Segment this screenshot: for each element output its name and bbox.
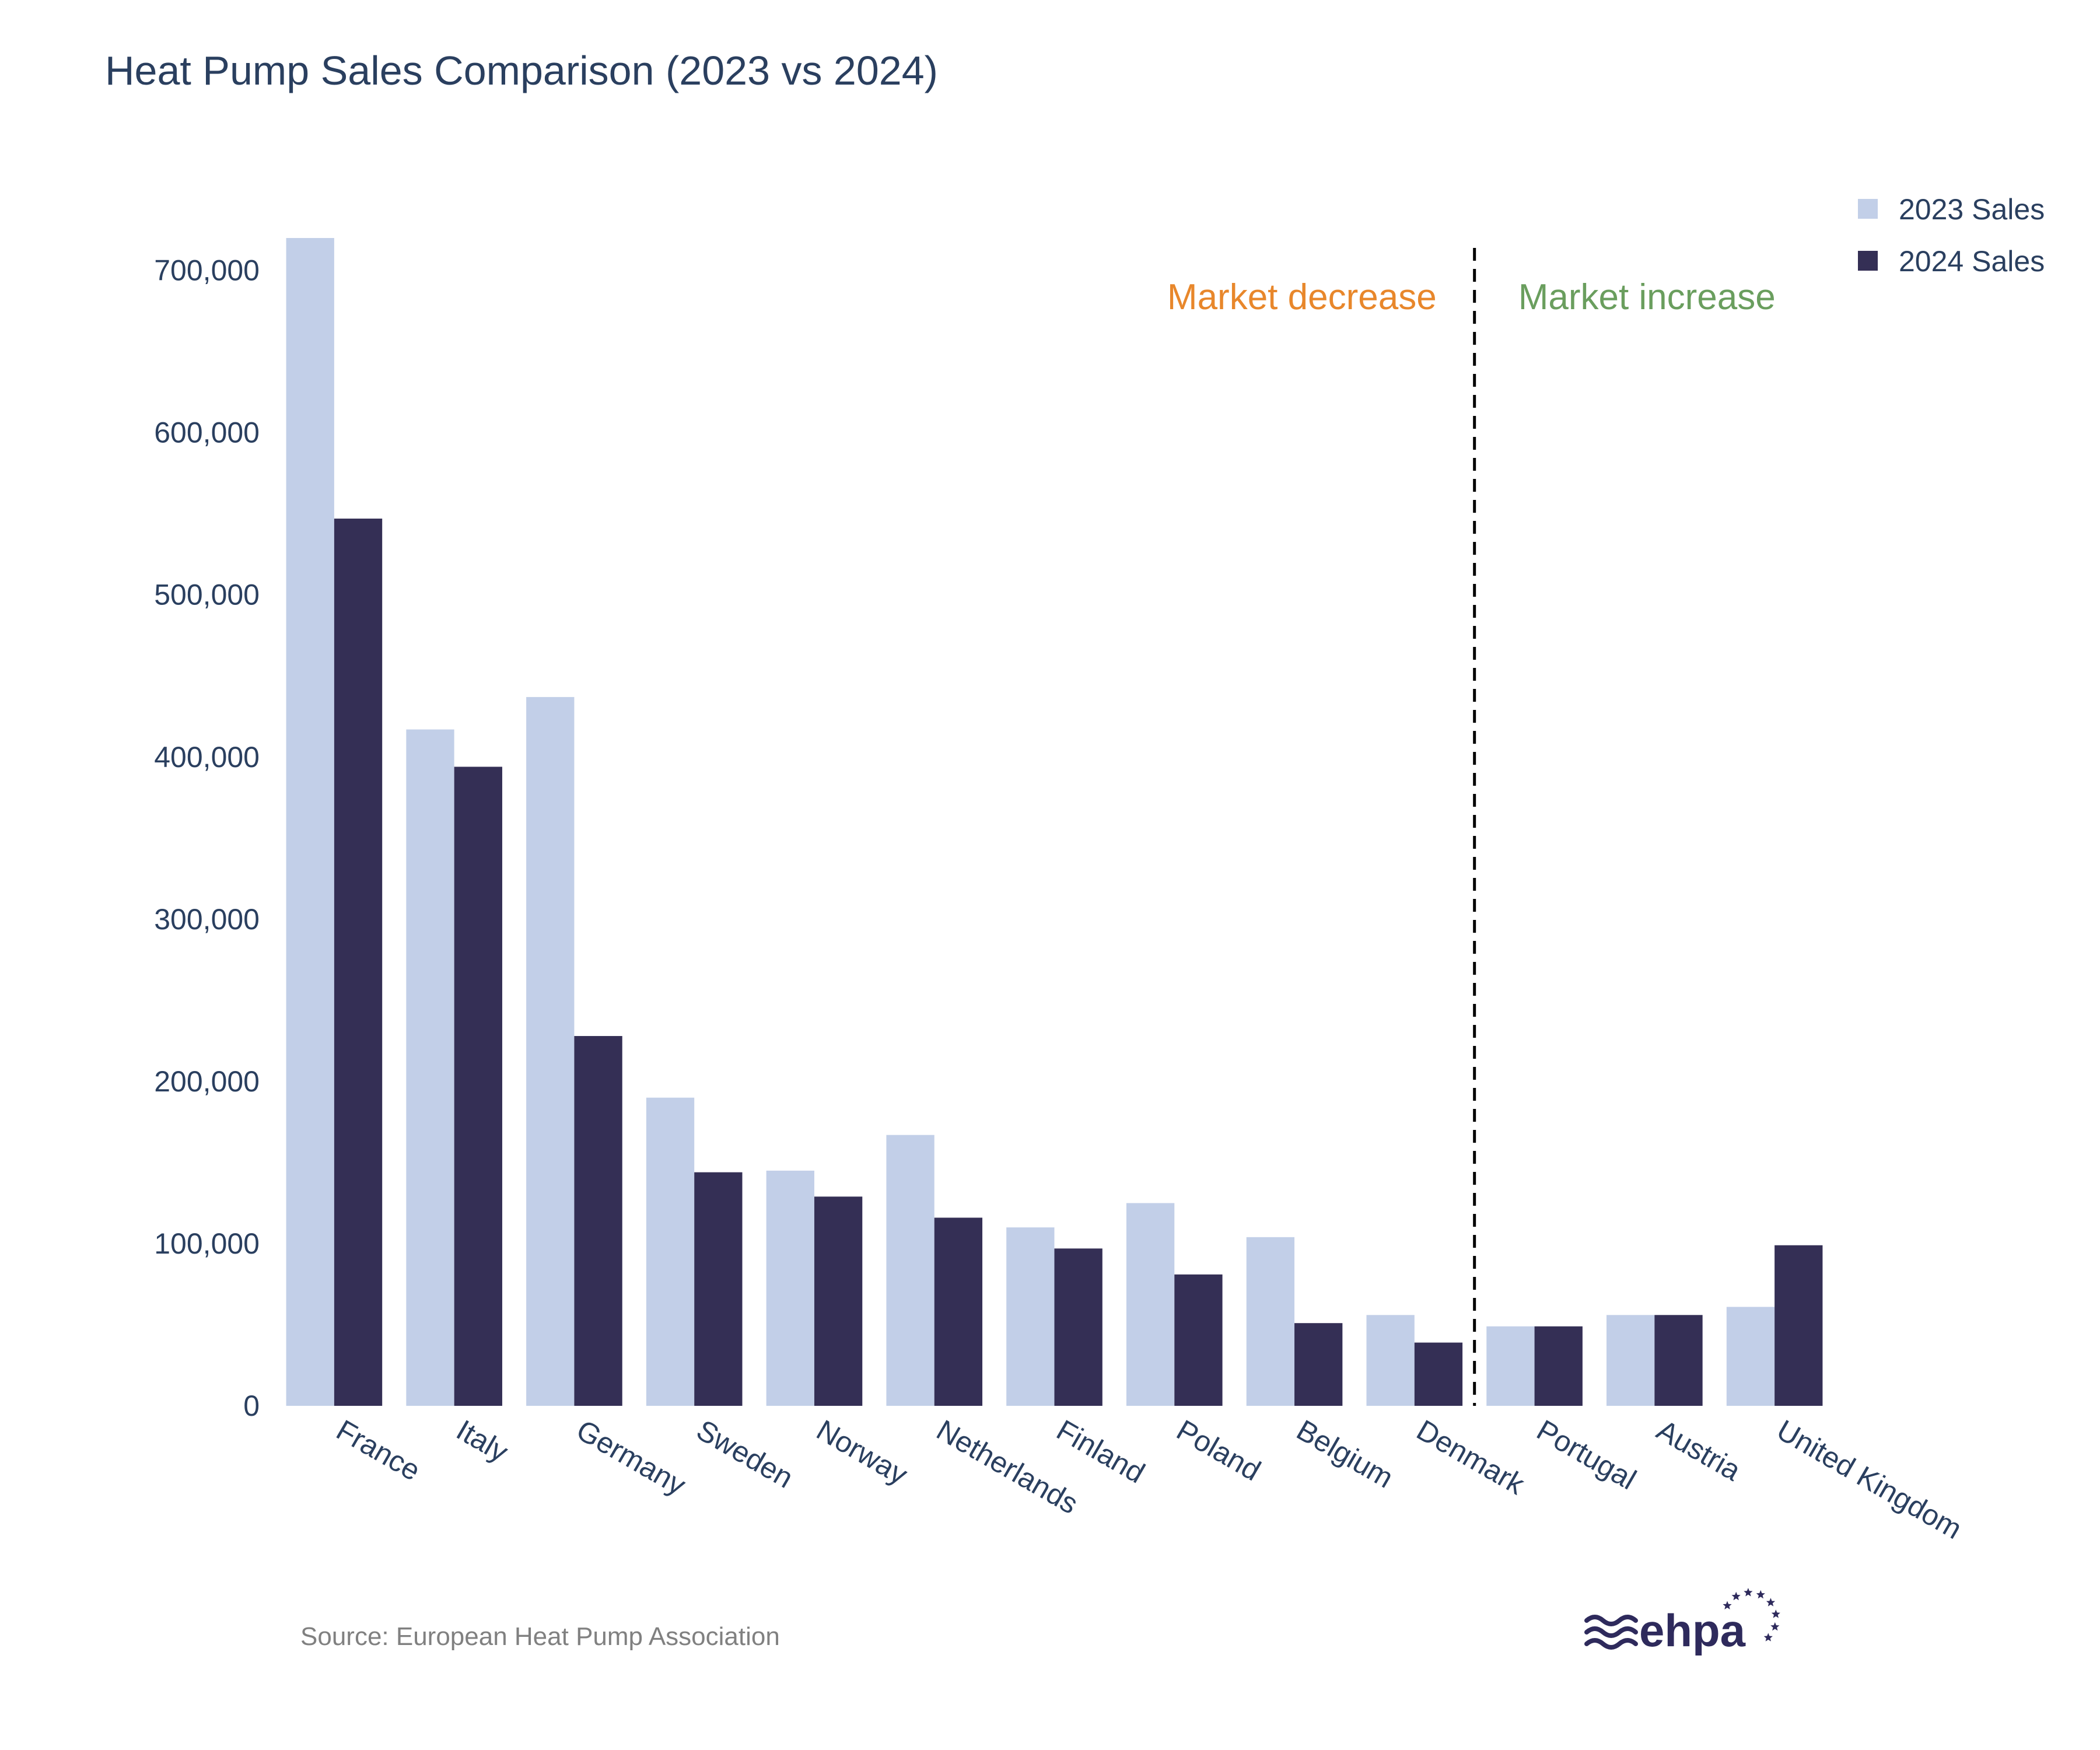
bars — [286, 238, 1823, 1406]
bar-germany-2023-sales — [526, 696, 575, 1406]
bar-norway-2024-sales — [814, 1196, 863, 1406]
x-tick-label-united-kingdom: United Kingdom — [1772, 1413, 1968, 1545]
bar-united-kingdom-2024-sales — [1774, 1245, 1823, 1406]
waves-icon — [1584, 1615, 1638, 1650]
y-tick-label-2: 200,000 — [154, 1065, 260, 1098]
chart-title: Heat Pump Sales Comparison (2023 vs 2024… — [105, 48, 938, 93]
logo-star — [1771, 1609, 1780, 1618]
bar-france-2023-sales — [286, 238, 334, 1406]
legend: 2023 Sales 2024 Sales — [1858, 193, 2045, 278]
x-tick-label-sweden: Sweden — [691, 1413, 799, 1494]
x-axis: France Italy Germany Sweden Norway Netherland… — [331, 1413, 1967, 1545]
bar-austria-2024-sales — [1654, 1315, 1703, 1406]
logo-star — [1731, 1591, 1741, 1601]
x-tick-label-denmark: Denmark — [1411, 1413, 1531, 1501]
legend-label-2024: 2024 Sales — [1899, 245, 2045, 278]
logo-star — [1763, 1633, 1773, 1642]
bar-belgium-2023-sales — [1246, 1237, 1295, 1406]
bar-poland-2024-sales — [1174, 1274, 1223, 1406]
logo-star — [1766, 1598, 1776, 1606]
x-tick-label-belgium: Belgium — [1292, 1413, 1399, 1494]
bar-denmark-2024-sales — [1414, 1342, 1463, 1406]
y-tick-label-3: 300,000 — [154, 903, 260, 936]
y-tick-label-5: 500,000 — [154, 579, 260, 611]
x-tick-label-finland: Finland — [1051, 1413, 1150, 1489]
bar-poland-2023-sales — [1126, 1203, 1175, 1406]
x-tick-label-austria: Austria — [1651, 1413, 1746, 1487]
bar-sweden-2024-sales — [694, 1172, 743, 1406]
x-tick-label-germany: Germany — [571, 1413, 691, 1502]
bar-netherlands-2023-sales — [886, 1135, 935, 1406]
y-tick-label-1: 100,000 — [154, 1227, 260, 1260]
bar-portugal-2024-sales — [1534, 1326, 1583, 1406]
bar-portugal-2023-sales — [1486, 1326, 1535, 1406]
bar-austria-2023-sales — [1606, 1315, 1655, 1406]
ehpa-logo: ehpa — [1584, 1588, 1780, 1656]
x-tick-label-norway: Norway — [811, 1413, 913, 1491]
stars-icon — [1723, 1588, 1780, 1642]
market-increase-annotation: Market increase — [1518, 277, 1776, 317]
x-tick-label-portugal: Portugal — [1531, 1413, 1642, 1496]
logo-star — [1770, 1622, 1780, 1631]
logo-star — [1756, 1590, 1765, 1599]
bar-united-kingdom-2023-sales — [1726, 1307, 1775, 1406]
bar-sweden-2023-sales — [646, 1097, 695, 1406]
bar-finland-2024-sales — [1054, 1248, 1102, 1406]
bar-norway-2023-sales — [766, 1170, 814, 1406]
x-tick-label-italy: Italy — [451, 1413, 513, 1468]
source-note: Source: European Heat Pump Association — [300, 1622, 780, 1651]
bar-germany-2024-sales — [574, 1036, 622, 1406]
bar-italy-2023-sales — [406, 729, 454, 1406]
bar-denmark-2023-sales — [1366, 1315, 1415, 1406]
y-tick-label-0: 0 — [243, 1390, 260, 1422]
bar-netherlands-2024-sales — [934, 1217, 983, 1406]
y-tick-label-7: 700,000 — [154, 254, 260, 287]
bar-france-2024-sales — [334, 519, 383, 1406]
logo-text: ehpa — [1639, 1605, 1746, 1656]
y-tick-label-4: 400,000 — [154, 741, 260, 774]
bar-finland-2023-sales — [1006, 1227, 1055, 1406]
logo-star — [1744, 1588, 1753, 1597]
logo-star — [1723, 1601, 1732, 1609]
legend-swatch-2024 — [1858, 251, 1878, 271]
y-axis: 0 100,000 200,000 300,000 400,000 500,000 600,… — [154, 254, 260, 1422]
market-decrease-annotation: Market decrease — [1167, 277, 1437, 317]
legend-label-2023: 2023 Sales — [1899, 193, 2045, 226]
legend-swatch-2023 — [1858, 199, 1878, 219]
bar-belgium-2024-sales — [1294, 1323, 1343, 1406]
y-tick-label-6: 600,000 — [154, 416, 260, 449]
bar-italy-2024-sales — [454, 766, 502, 1406]
x-tick-label-poland: Poland — [1171, 1413, 1266, 1487]
x-tick-label-france: France — [331, 1413, 426, 1487]
